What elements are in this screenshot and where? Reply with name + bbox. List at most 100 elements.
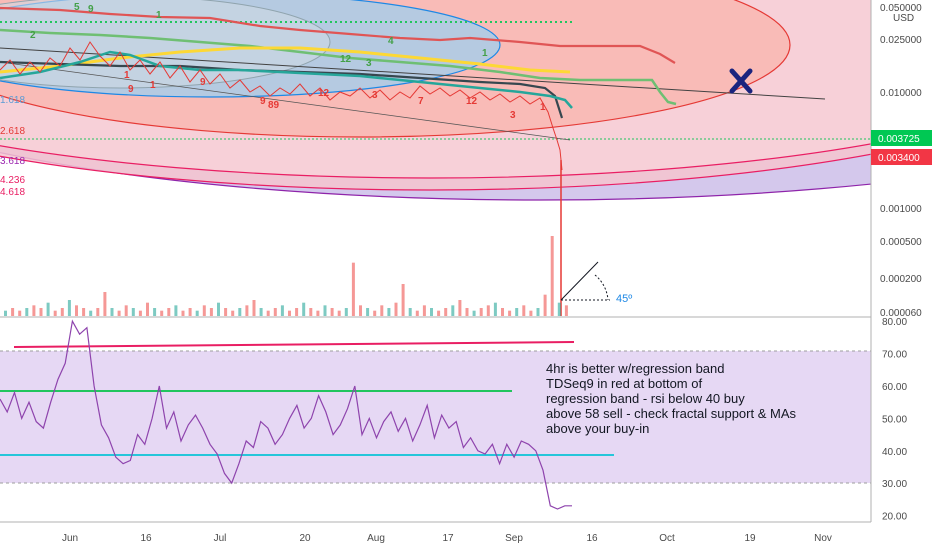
price-ticks: 0.050000 0.025000 0.010000 0.001000 0.000500… (880, 3, 922, 319)
volume-bar (366, 308, 370, 316)
rsi-resistance-line (13, 341, 575, 348)
rsi-ticks: 80.00 70.00 60.00 50.00 40.00 30.00 20.00 (882, 317, 907, 522)
volume-bar (195, 310, 199, 316)
price-tick-label: 0.000060 (880, 308, 922, 319)
volume-bar (415, 310, 419, 316)
volume-bar (493, 302, 497, 316)
volume-bar (387, 308, 391, 316)
x-tick-label: 20 (299, 533, 311, 544)
volume-bar (75, 305, 78, 316)
price-tick-label: 0.001000 (880, 204, 922, 215)
rsi-tick-label: 80.00 (882, 317, 907, 328)
volume-bar (110, 308, 114, 316)
x-tick-label: 17 (442, 533, 454, 544)
fib-label-2618: 2.618 (0, 126, 25, 137)
volume-bar (543, 294, 547, 316)
volume-bar (430, 308, 433, 316)
volume-bar (344, 308, 348, 316)
td-label-red: 7 (418, 96, 424, 107)
volume-bar (408, 308, 412, 316)
x-tick-label: Aug (367, 533, 385, 544)
volume-bar (32, 305, 36, 316)
volume-bar (550, 236, 554, 316)
volume-bar (259, 308, 263, 316)
annotation-line-5: above your buy-in (546, 421, 649, 436)
price-tick-label: 0.010000 (880, 88, 922, 99)
ma-dark-line (0, 60, 564, 119)
td-label-red: 1 (540, 102, 546, 113)
volume-bar (167, 308, 171, 316)
volume-bar (146, 302, 149, 316)
td-label-red: 9 (200, 77, 206, 88)
x-mark-icon (729, 68, 753, 94)
volume-bar (486, 305, 490, 316)
volume-bar (273, 308, 277, 316)
volume-bar (131, 308, 135, 316)
volume-bar (501, 308, 504, 316)
volume-bar (96, 308, 100, 316)
volume-bar (25, 308, 29, 316)
volume-bar (330, 308, 334, 316)
price-badge-current (871, 130, 932, 146)
rsi-tick-label: 20.00 (882, 512, 907, 523)
volume-bar (465, 308, 469, 316)
x-tick-label: 19 (744, 533, 756, 544)
regression-band-grey (0, 0, 331, 89)
volume-bar (444, 308, 448, 316)
volume-bar (231, 310, 235, 316)
td-label-red: 1 (124, 70, 130, 81)
x-labels: Jun 16 Jul 20 Aug 17 Sep 16 Oct 19 Nov (62, 533, 832, 544)
td-label-red: 3 (372, 90, 378, 101)
volume-bar (209, 308, 213, 316)
fib-label-3618: 3.618 (0, 156, 25, 167)
volume-bar (515, 308, 519, 316)
volume-bar (181, 310, 185, 316)
x-tick-label: 16 (586, 533, 598, 544)
price-scale[interactable]: USD 0.050000 0.025000 0.010000 0.001000 0.00… (870, 0, 932, 550)
time-axis[interactable]: Jun 16 Jul 20 Aug 17 Sep 16 Oct 19 Nov (0, 521, 932, 550)
regression-lower-line (0, 61, 571, 141)
volume-bar (82, 308, 86, 316)
td-label-green: 4 (388, 36, 394, 47)
annotation-line-3: regression band - rsi below 40 buy (546, 391, 745, 406)
volume-bar (437, 310, 441, 316)
rsi-line (0, 319, 572, 510)
volume-bar (302, 302, 306, 316)
td-label-red: 3 (510, 110, 516, 121)
volume-bar (280, 305, 284, 316)
angle-line (560, 261, 599, 301)
volume-bar (224, 308, 228, 316)
volume-bar (217, 302, 220, 316)
volume-bar (4, 310, 7, 316)
x-tick-label: Jun (62, 533, 78, 544)
price-tick-label: 0.050000 (880, 3, 922, 14)
volume-bar (11, 308, 15, 316)
volume-bars (4, 236, 568, 316)
volume-bar (295, 308, 299, 316)
volume-bar (458, 300, 462, 316)
td-label-green: 9 (88, 4, 94, 15)
volume-bar (380, 305, 384, 316)
ma-teal-line (0, 50, 573, 109)
volume-bar (245, 305, 249, 316)
ma-yellow-line (0, 46, 571, 74)
x-tick-label: 16 (140, 533, 152, 544)
volume-bar (252, 300, 256, 316)
volume-bar (89, 310, 93, 316)
fib-label-4618: 4.618 (0, 187, 25, 198)
volume-bar (67, 300, 71, 316)
volume-bar (266, 310, 270, 316)
volume-bar (394, 302, 398, 316)
x-tick-label: Oct (659, 533, 675, 544)
volume-bar (309, 308, 313, 316)
currency-label: USD (893, 13, 914, 24)
volume-bar (564, 305, 568, 316)
x-tick-label: Nov (814, 533, 832, 544)
volume-bar (536, 308, 540, 316)
volume-bar (124, 305, 128, 316)
volume-bar (316, 310, 320, 316)
